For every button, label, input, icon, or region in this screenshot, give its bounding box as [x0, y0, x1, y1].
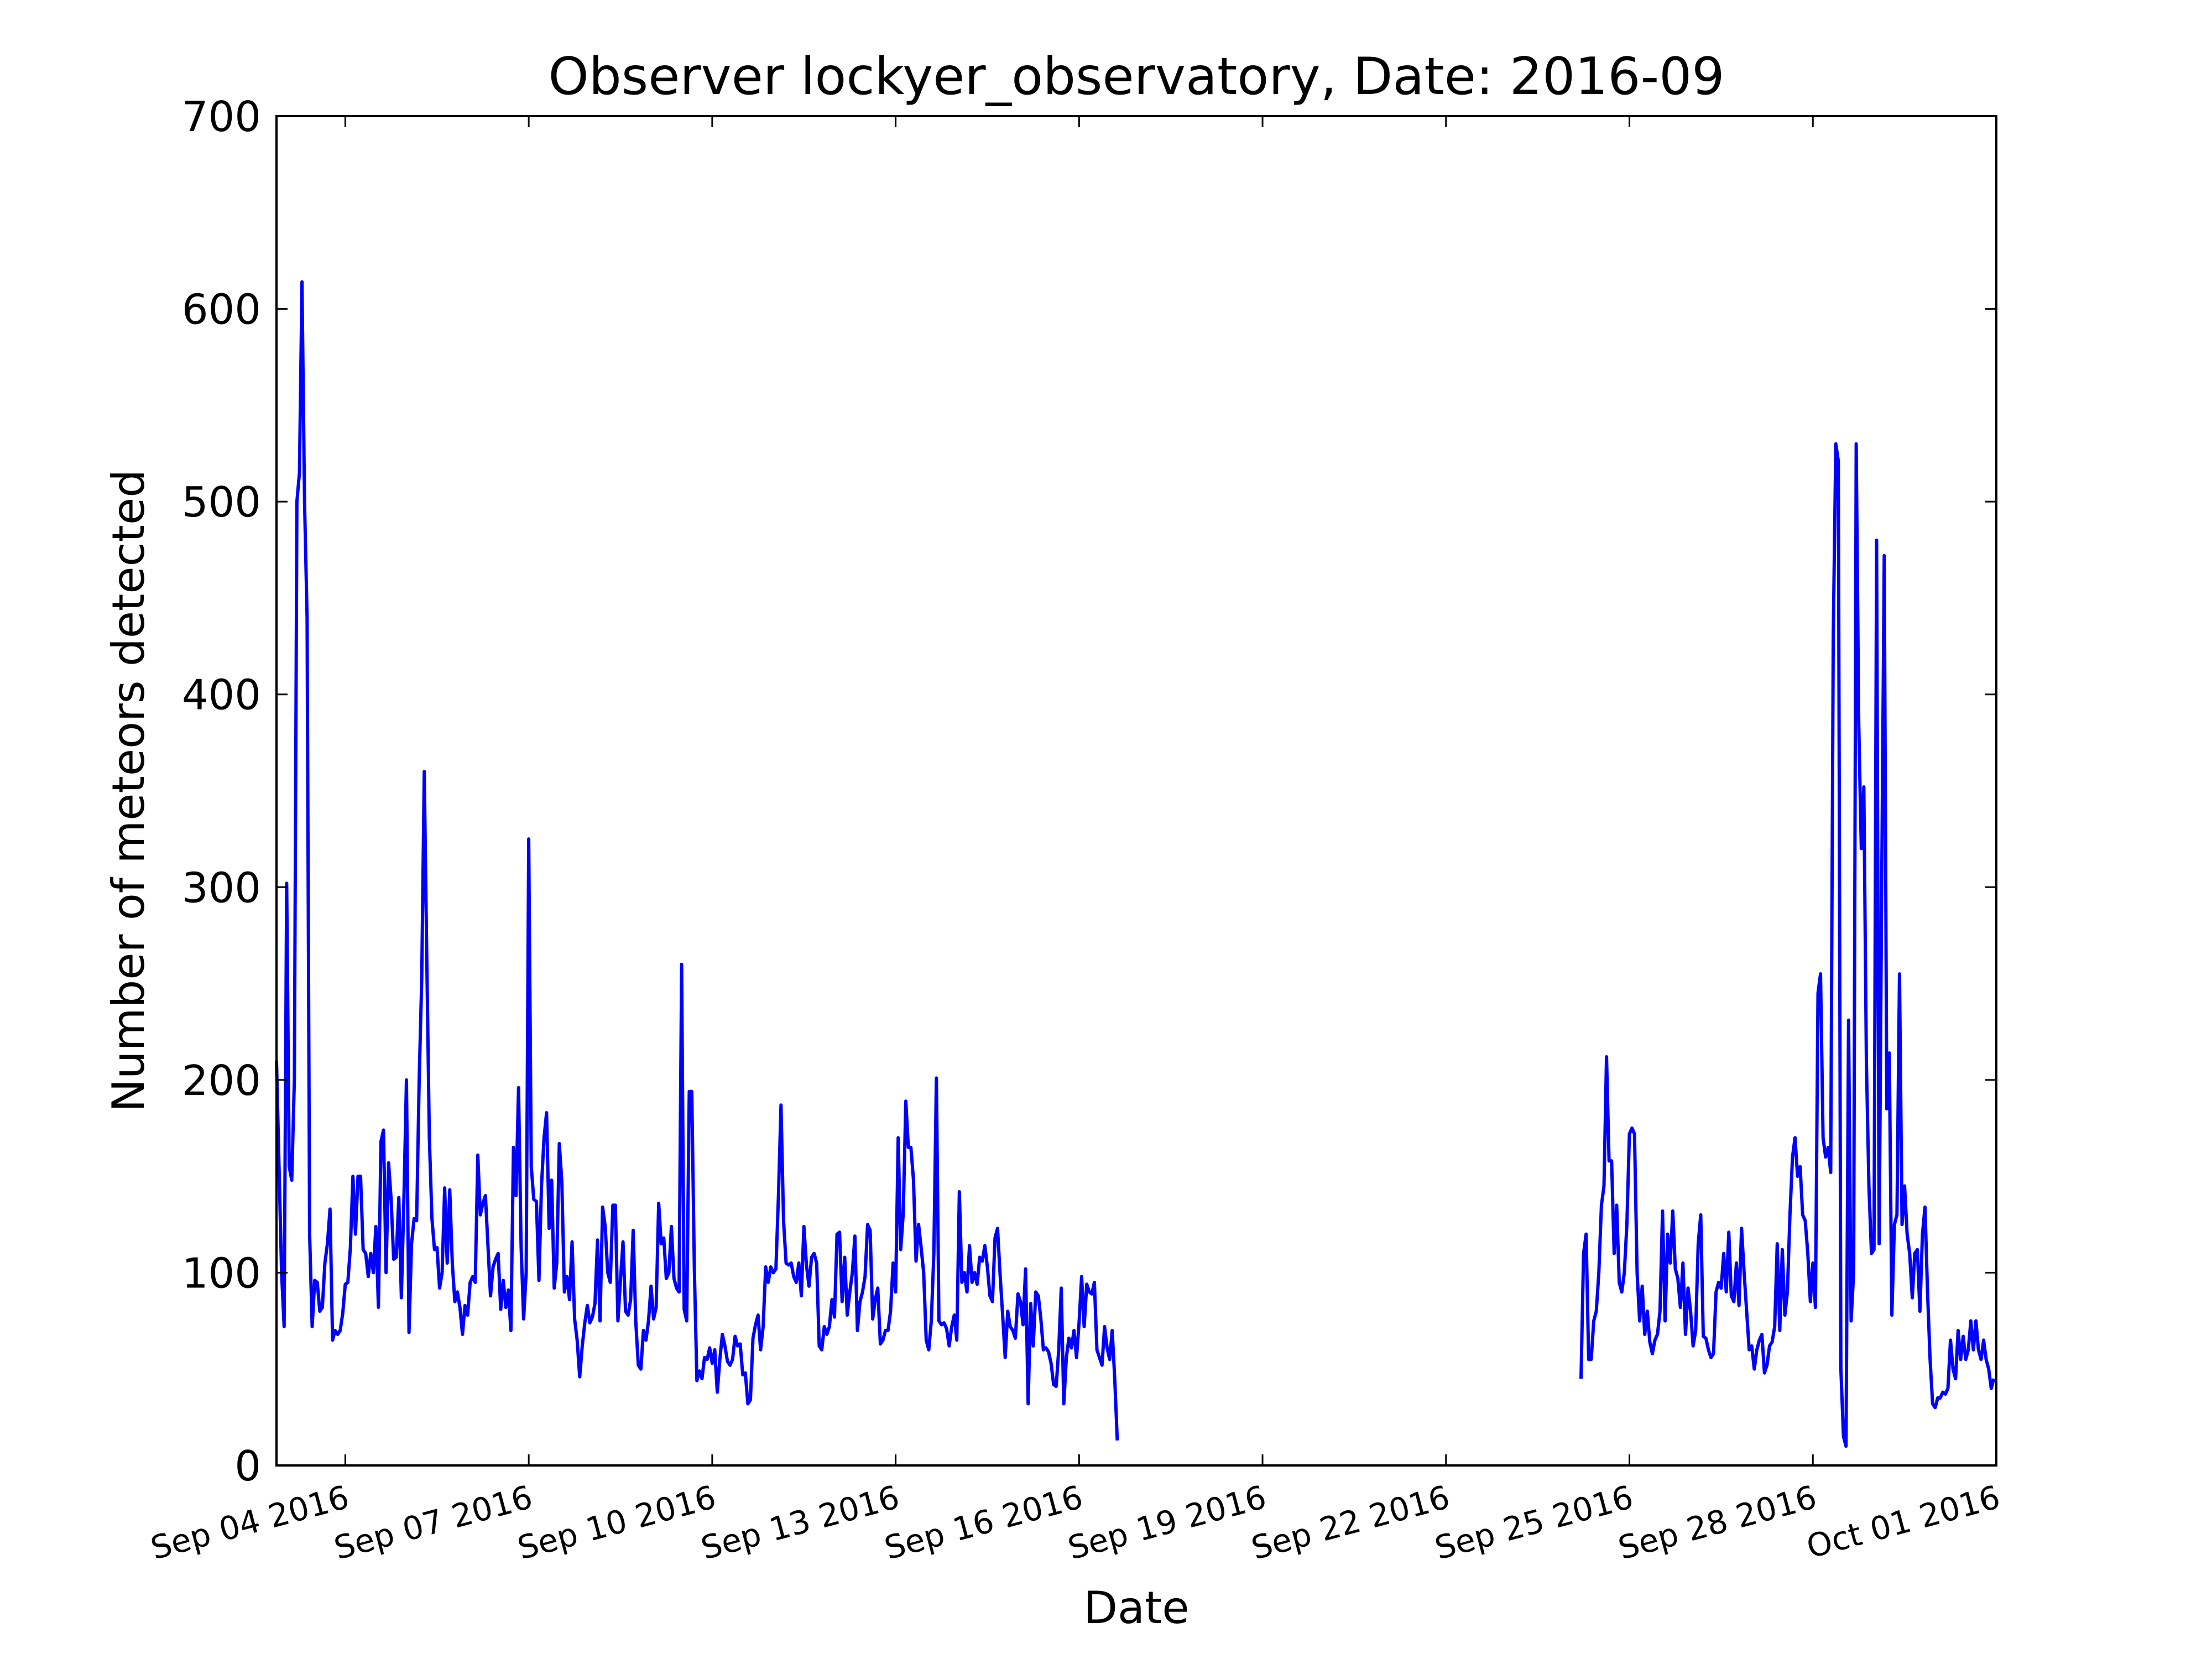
plot-frame	[275, 115, 1997, 1467]
y-tick-label: 600	[182, 285, 261, 334]
plot-area	[276, 116, 1996, 1465]
y-tick-label: 0	[234, 1442, 261, 1490]
y-tick-label: 400	[182, 671, 261, 719]
x-axis-label: Date	[1083, 1582, 1189, 1634]
series-line-segment-1	[275, 280, 1119, 1441]
y-axis-ticks: 0 100 200 300 400 500 600 700	[182, 92, 1996, 1490]
y-tick-label: 200	[182, 1056, 261, 1105]
series-layer	[275, 280, 1996, 1448]
y-tick-label: 100	[182, 1249, 261, 1297]
y-axis-label: Number of meteors detected	[103, 469, 154, 1112]
chart-title: Observer lockyer_observatory, Date: 2016…	[549, 46, 1725, 106]
series-line-segment-2	[1579, 442, 1996, 1448]
y-tick-label: 700	[182, 92, 261, 141]
y-tick-label: 300	[182, 863, 261, 912]
y-tick-label: 500	[182, 478, 261, 526]
